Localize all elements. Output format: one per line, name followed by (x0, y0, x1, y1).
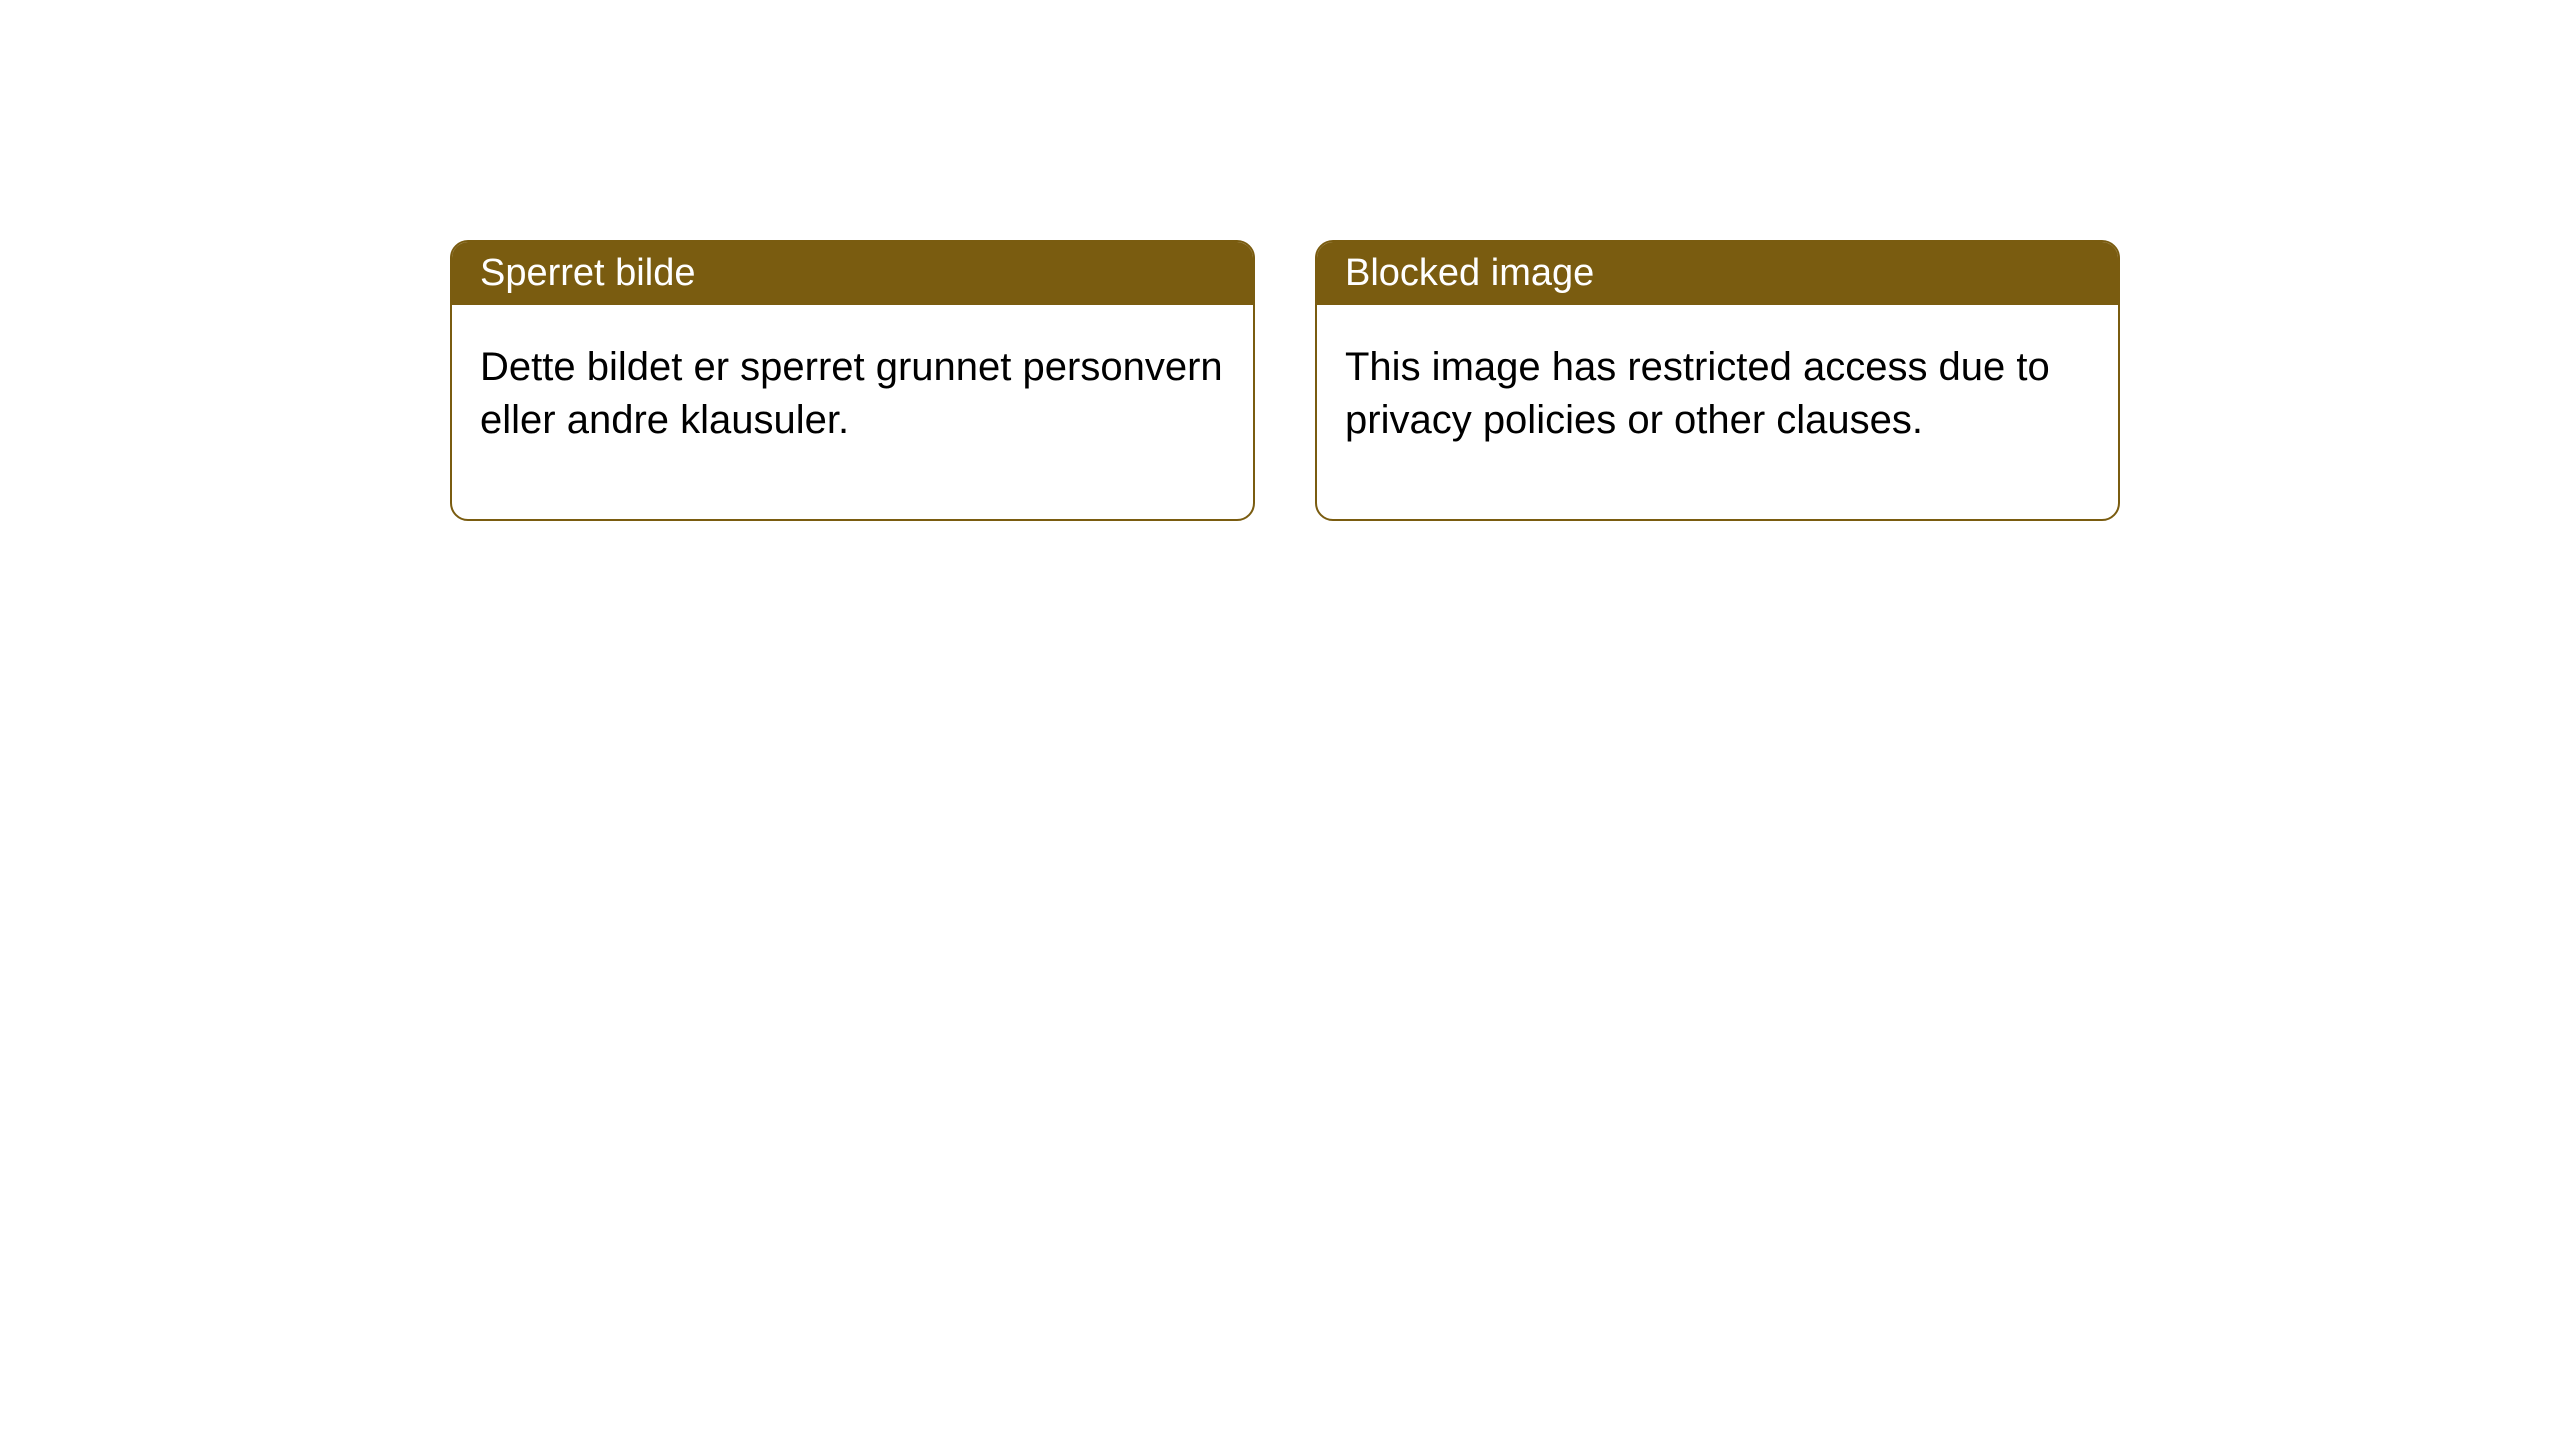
notice-card-norwegian: Sperret bilde Dette bildet er sperret gr… (450, 240, 1255, 521)
card-body: This image has restricted access due to … (1317, 305, 2118, 519)
card-message: Dette bildet er sperret grunnet personve… (480, 345, 1223, 442)
card-header: Blocked image (1317, 242, 2118, 305)
card-title: Sperret bilde (480, 252, 695, 294)
card-message: This image has restricted access due to … (1345, 345, 2050, 442)
card-title: Blocked image (1345, 252, 1594, 294)
card-body: Dette bildet er sperret grunnet personve… (452, 305, 1253, 519)
notice-card-english: Blocked image This image has restricted … (1315, 240, 2120, 521)
card-header: Sperret bilde (452, 242, 1253, 305)
notice-container: Sperret bilde Dette bildet er sperret gr… (0, 0, 2560, 521)
